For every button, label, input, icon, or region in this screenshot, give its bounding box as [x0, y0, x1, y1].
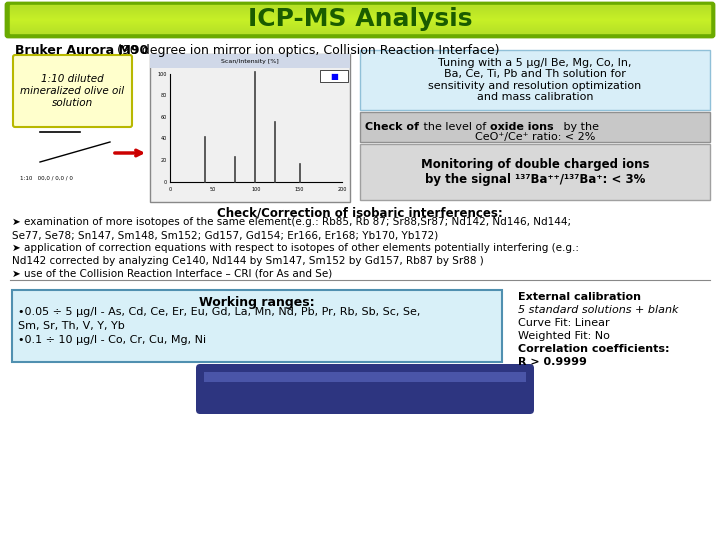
- Text: Weighted Fit: No: Weighted Fit: No: [518, 331, 610, 341]
- Text: •0.05 ÷ 5 μg/l - As, Cd, Ce, Er, Eu, Gd, La, Mn, Nd, Pb, Pr, Rb, Sb, Sc, Se,: •0.05 ÷ 5 μg/l - As, Cd, Ce, Er, Eu, Gd,…: [18, 307, 420, 317]
- Text: Nd142 corrected by analyzing Ce140, Nd144 by Sm147, Sm152 by Gd157, Rb87 by Sr88: Nd142 corrected by analyzing Ce140, Nd14…: [12, 256, 484, 266]
- Text: External calibration: External calibration: [518, 292, 641, 302]
- Text: ICP-MS Analysis: ICP-MS Analysis: [248, 7, 472, 31]
- Text: oxide ions: oxide ions: [490, 122, 554, 132]
- Text: 20: 20: [161, 158, 167, 163]
- Bar: [10, 19, 710, 20]
- Bar: [10, 11, 710, 12]
- Text: 100: 100: [158, 71, 167, 77]
- FancyBboxPatch shape: [196, 364, 534, 414]
- Text: 5 standard solutions + blank: 5 standard solutions + blank: [518, 305, 678, 315]
- Bar: [10, 7, 710, 8]
- Text: 50: 50: [210, 187, 216, 192]
- Text: 1:10   00,0 / 0,0 / 0: 1:10 00,0 / 0,0 / 0: [20, 176, 73, 181]
- Bar: [10, 18, 710, 19]
- Text: the level of: the level of: [420, 122, 490, 132]
- Bar: [150, 54, 350, 68]
- Bar: [10, 16, 710, 17]
- Text: Scan/Intensity [%]: Scan/Intensity [%]: [221, 58, 279, 64]
- Text: ➤ examination of more isotopes of the same element(e.g.: Rb85, Rb 87; Sr88,Sr87;: ➤ examination of more isotopes of the sa…: [12, 217, 571, 227]
- Text: Monitoring of double charged ions
by the signal ¹³⁷Ba⁺⁺/¹³⁷Ba⁺: < 3%: Monitoring of double charged ions by the…: [420, 158, 649, 186]
- Bar: [10, 21, 710, 22]
- Text: ■: ■: [330, 71, 338, 80]
- Text: CeO⁺/Ce⁺ ratio: < 2%: CeO⁺/Ce⁺ ratio: < 2%: [474, 132, 595, 142]
- Text: (90 degree ion mirror ion optics, Collision Reaction Interface): (90 degree ion mirror ion optics, Collis…: [113, 44, 500, 57]
- Text: 60: 60: [161, 114, 167, 120]
- FancyBboxPatch shape: [360, 112, 710, 142]
- Text: Correlation coefficients:: Correlation coefficients:: [518, 344, 670, 354]
- FancyBboxPatch shape: [360, 50, 710, 110]
- FancyBboxPatch shape: [360, 144, 710, 200]
- Bar: [320, 70, 348, 82]
- Bar: [10, 25, 710, 26]
- Text: •0.1 ÷ 10 μg/l - Co, Cr, Cu, Mg, Ni: •0.1 ÷ 10 μg/l - Co, Cr, Cu, Mg, Ni: [18, 335, 206, 345]
- Bar: [10, 24, 710, 25]
- Bar: [10, 15, 710, 16]
- Text: 100: 100: [251, 187, 261, 192]
- FancyBboxPatch shape: [6, 3, 714, 37]
- Text: ➤ application of correction equations with respect to isotopes of other elements: ➤ application of correction equations wi…: [12, 243, 579, 253]
- Bar: [10, 29, 710, 30]
- Bar: [10, 26, 710, 27]
- Bar: [10, 9, 710, 10]
- Bar: [10, 10, 710, 11]
- Text: 40: 40: [161, 136, 167, 141]
- Bar: [10, 14, 710, 15]
- Text: ➤ use of the Collision Reaction Interface – CRI (for As and Se): ➤ use of the Collision Reaction Interfac…: [12, 269, 332, 279]
- Bar: [10, 28, 710, 29]
- Bar: [10, 23, 710, 24]
- Bar: [10, 31, 710, 32]
- Text: Check of: Check of: [365, 122, 419, 132]
- Bar: [10, 32, 710, 33]
- Text: Sm, Sr, Th, V, Y, Yb: Sm, Sr, Th, V, Y, Yb: [18, 321, 125, 331]
- Bar: [150, 54, 350, 202]
- Bar: [10, 17, 710, 18]
- Text: Working ranges:: Working ranges:: [199, 296, 315, 309]
- Bar: [10, 22, 710, 23]
- Text: R > 0.9999: R > 0.9999: [518, 357, 587, 367]
- Text: Se77, Se78; Sn147, Sm148, Sm152; Gd157, Gd154; Er166, Er168; Yb170, Yb172): Se77, Se78; Sn147, Sm148, Sm152; Gd157, …: [12, 230, 438, 240]
- Text: 200: 200: [337, 187, 347, 192]
- Bar: [10, 13, 710, 14]
- Text: 0: 0: [168, 187, 171, 192]
- Text: Curve Fit: Linear: Curve Fit: Linear: [518, 318, 610, 328]
- Text: Tuning with a 5 μg/l Be, Mg, Co, In,
Ba, Ce, Ti, Pb and Th solution for
sensitiv: Tuning with a 5 μg/l Be, Mg, Co, In, Ba,…: [428, 58, 642, 103]
- FancyBboxPatch shape: [12, 290, 502, 362]
- Bar: [10, 27, 710, 28]
- Text: Bruker Aurora M90: Bruker Aurora M90: [15, 44, 148, 57]
- Bar: [204, 372, 526, 382]
- Text: 1:10 diluted
mineralized olive oil
solution: 1:10 diluted mineralized olive oil solut…: [20, 75, 124, 107]
- Bar: [10, 20, 710, 21]
- Bar: [10, 8, 710, 9]
- Bar: [10, 12, 710, 13]
- Text: 150: 150: [294, 187, 304, 192]
- Text: by the: by the: [560, 122, 599, 132]
- Bar: [10, 30, 710, 31]
- Bar: [10, 5, 710, 6]
- Text: 0: 0: [164, 179, 167, 185]
- FancyBboxPatch shape: [13, 55, 132, 127]
- Bar: [10, 6, 710, 7]
- Text: Check/Correction of isobaric interferences:: Check/Correction of isobaric interferenc…: [217, 206, 503, 219]
- Text: 80: 80: [161, 93, 167, 98]
